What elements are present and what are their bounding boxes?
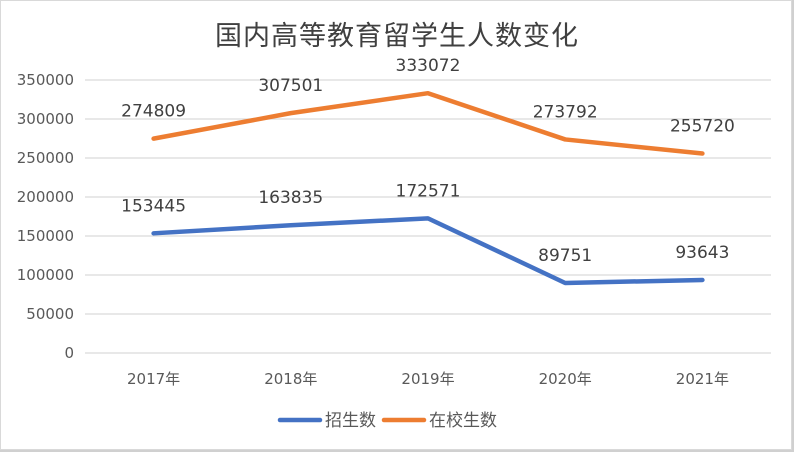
series-lines [151, 90, 705, 286]
y-tick-label: 250000 [17, 149, 74, 167]
y-tick-label: 300000 [17, 110, 74, 128]
x-axis-ticks: 2017年 2018年 2019年 2020年 2021年 [127, 370, 729, 388]
y-tick-label: 200000 [17, 188, 74, 206]
data-label: 273792 [533, 102, 598, 122]
legend: 招生数 在校生数 [277, 411, 497, 431]
y-tick-label: 50000 [26, 305, 74, 323]
data-label: 255720 [670, 117, 735, 137]
x-tick-label: 2019年 [401, 370, 454, 388]
data-label: 93643 [675, 243, 729, 263]
series-line-0 [151, 216, 705, 286]
series-line-1 [151, 90, 705, 156]
data-label: 163835 [258, 188, 323, 208]
y-axis-ticks: 0 50000 100000 150000 200000 250000 300000 3500… [17, 71, 74, 362]
data-label: 89751 [538, 246, 592, 266]
data-label: 307501 [258, 76, 323, 96]
x-tick-label: 2017年 [127, 370, 180, 388]
legend-label-0: 招生数 [325, 411, 376, 431]
x-tick-label: 2018年 [264, 370, 317, 388]
gridlines [85, 79, 771, 354]
y-tick-label: 0 [64, 344, 74, 362]
data-label: 153445 [121, 196, 186, 216]
data-label: 333072 [396, 56, 461, 76]
x-tick-label: 2020年 [539, 370, 592, 388]
data-label: 274809 [121, 102, 186, 122]
data-labels: 153445 163835 172571 89751 93643 274809 307501… [121, 56, 735, 266]
x-tick-label: 2021年 [676, 370, 729, 388]
y-tick-label: 150000 [17, 227, 74, 245]
y-tick-label: 100000 [17, 266, 74, 284]
data-label: 172571 [396, 181, 461, 201]
legend-label-1: 在校生数 [429, 411, 497, 431]
y-tick-label: 350000 [17, 71, 74, 89]
chart-title: 国内高等教育留学生人数变化 [215, 21, 579, 52]
